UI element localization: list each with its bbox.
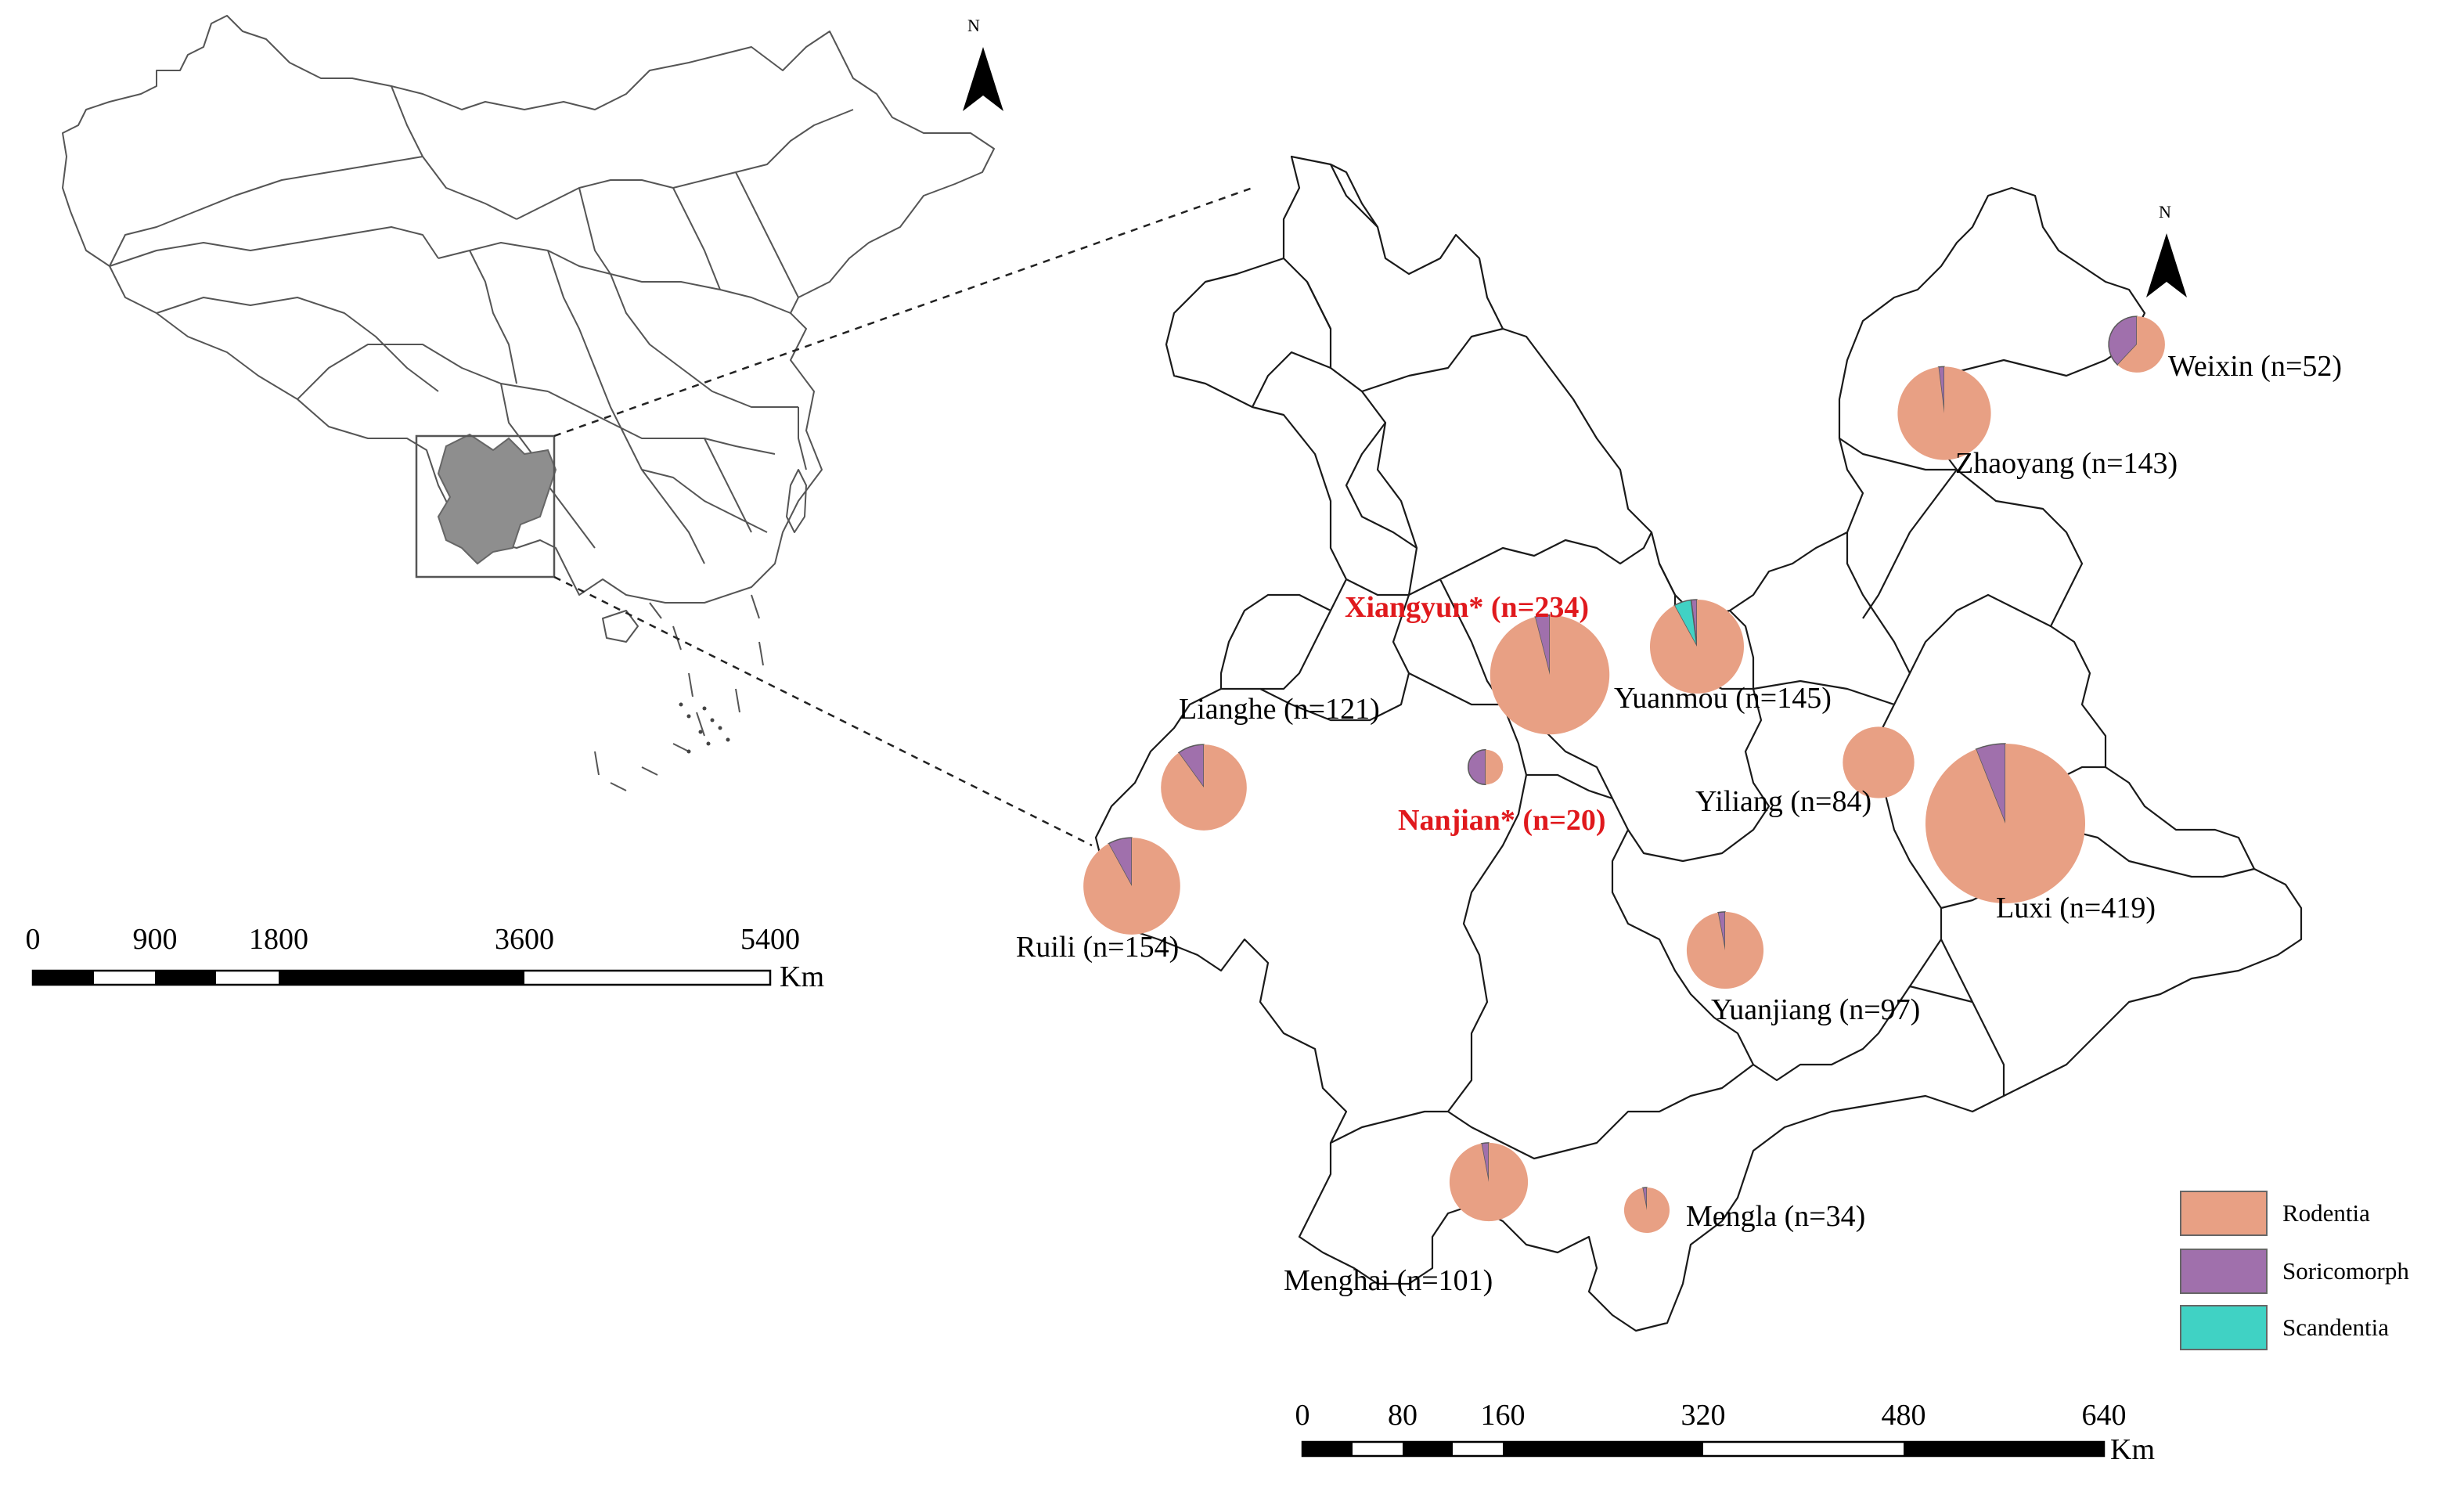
scale-tick-label: 80 <box>1388 1399 1418 1432</box>
china-scale-bar: 0 900 1800 3600 5400 Km <box>26 923 825 993</box>
north-arrow-yunnan: N <box>2146 202 2187 297</box>
pie-mengla <box>1623 1187 1670 1234</box>
pie-slice-rodentia <box>1925 743 2086 903</box>
pie-slice-soricomorph <box>1534 614 1551 676</box>
pie-slice-rodentia <box>1649 599 1745 694</box>
yunnan-map <box>1086 155 2303 1332</box>
pie-slice-scandentia <box>1673 599 1698 647</box>
pie-slice-soricomorph <box>1177 744 1205 790</box>
yunnan-highlight <box>437 433 557 565</box>
south-china-sea-islands <box>594 594 764 791</box>
yunnan-prefecture-lines <box>1165 164 2255 1160</box>
label-mengla: Mengla (n=34) <box>1686 1200 1865 1233</box>
scale-unit: Km <box>2110 1433 2155 1466</box>
north-arrow-letter: N <box>2159 202 2171 222</box>
pie-slice-rodentia <box>1490 614 1610 735</box>
pie-slice-rodentia <box>1897 366 1991 460</box>
label-yiliang: Yiliang (n=84) <box>1695 785 1871 818</box>
site-labels: Weixin (n=52) Zhaoyang (n=143) Xiangyun*… <box>1016 350 2342 1297</box>
scale-tick-label: 1800 <box>249 923 308 956</box>
label-weixin: Weixin (n=52) <box>2168 350 2342 383</box>
label-yuanmou: Yuanmou (n=145) <box>1614 682 1832 715</box>
inset-box <box>415 434 556 578</box>
yunnan-scale-bar: 0 80 160 320 480 640 Km <box>1295 1399 2156 1466</box>
pie-zhaoyang <box>1897 366 1991 460</box>
pie-slice-soricomorph <box>1937 366 1945 414</box>
china-province-lines <box>109 85 854 564</box>
label-luxi: Luxi (n=419) <box>1996 892 2156 924</box>
pie-yiliang <box>1843 726 1915 798</box>
scale-tick-label: 320 <box>1681 1399 1726 1432</box>
pie-slice-rodentia <box>1083 838 1180 935</box>
pie-weixin <box>2108 315 2165 373</box>
pie-xiangyun <box>1490 614 1610 735</box>
scale-tick-label: 900 <box>133 923 178 956</box>
pie-slice-rodentia <box>1843 726 1915 798</box>
pie-slice-soricomorph <box>2108 315 2138 366</box>
hainan-outline <box>602 610 639 643</box>
scale-unit: Km <box>780 960 824 993</box>
north-arrow-china: N <box>963 16 1003 111</box>
inset-connectors <box>553 186 1253 847</box>
pie-luxi <box>1925 743 2086 903</box>
legend-swatch-soricomorph <box>2180 1249 2268 1294</box>
taiwan-outline <box>786 469 807 533</box>
label-nanjian: Nanjian* (n=20) <box>1398 804 1606 837</box>
pie-slice-rodentia <box>2117 316 2165 373</box>
scale-tick-label: 0 <box>1295 1399 1310 1432</box>
legend-swatch-scandentia <box>2180 1305 2268 1350</box>
pie-menghai <box>1449 1142 1529 1222</box>
north-arrow-icon <box>2146 233 2187 297</box>
island-dots <box>679 702 730 754</box>
pie-slice-soricomorph <box>1108 837 1133 887</box>
pie-slice-rodentia <box>1686 911 1764 989</box>
scale-tick-label: 3600 <box>495 923 554 956</box>
scale-tick-label: 480 <box>1882 1399 1926 1432</box>
pie-slice-rodentia <box>1161 744 1247 831</box>
scale-tick-label: 160 <box>1481 1399 1526 1432</box>
scale-tick-label: 5400 <box>740 923 800 956</box>
label-lianghe: Lianghe (n=121) <box>1179 693 1380 726</box>
legend-swatch-rodentia <box>2180 1191 2268 1236</box>
china-outline <box>62 15 995 604</box>
label-menghai: Menghai (n=101) <box>1284 1264 1493 1297</box>
north-arrow-icon <box>963 47 1003 111</box>
legend-label-soricomorph: Soricomorph <box>2282 1257 2409 1285</box>
pie-slice-soricomorph <box>1641 1187 1648 1211</box>
pie-ruili <box>1083 837 1180 935</box>
pie-slice-soricomorph <box>1468 748 1486 786</box>
pie-yuanmou <box>1649 599 1745 694</box>
label-xiangyun: Xiangyun* (n=234) <box>1345 591 1589 624</box>
scale-tick-label: 0 <box>26 923 41 956</box>
label-zhaoyang: Zhaoyang (n=143) <box>1955 447 2178 480</box>
pie-slice-rodentia <box>1623 1187 1670 1234</box>
label-ruili: Ruili (n=154) <box>1016 931 1179 964</box>
legend-label-scandentia: Scandentia <box>2282 1314 2389 1341</box>
pie-yuanjiang <box>1686 911 1764 989</box>
north-arrow-letter: N <box>967 16 980 35</box>
pie-slice-soricomorph <box>1717 911 1726 951</box>
pie-slice-soricomorph <box>1480 1142 1490 1183</box>
china-overview-map <box>62 15 995 791</box>
legend: Rodentia Soricomorph Scandentia <box>2180 1191 2409 1350</box>
scale-tick-label: 640 <box>2082 1399 2127 1432</box>
yunnan-outline <box>1086 155 2303 1332</box>
pie-slice-soricomorph <box>1975 743 2006 824</box>
pie-nanjian <box>1468 748 1504 786</box>
pie-lianghe <box>1161 744 1247 831</box>
label-yuanjiang: Yuanjiang (n=97) <box>1711 993 1920 1026</box>
pie-slice-rodentia <box>1449 1142 1529 1222</box>
legend-label-rodentia: Rodentia <box>2282 1199 2370 1227</box>
pie-slice-rodentia <box>1486 749 1504 785</box>
site-pie-charts <box>1083 315 2165 1234</box>
